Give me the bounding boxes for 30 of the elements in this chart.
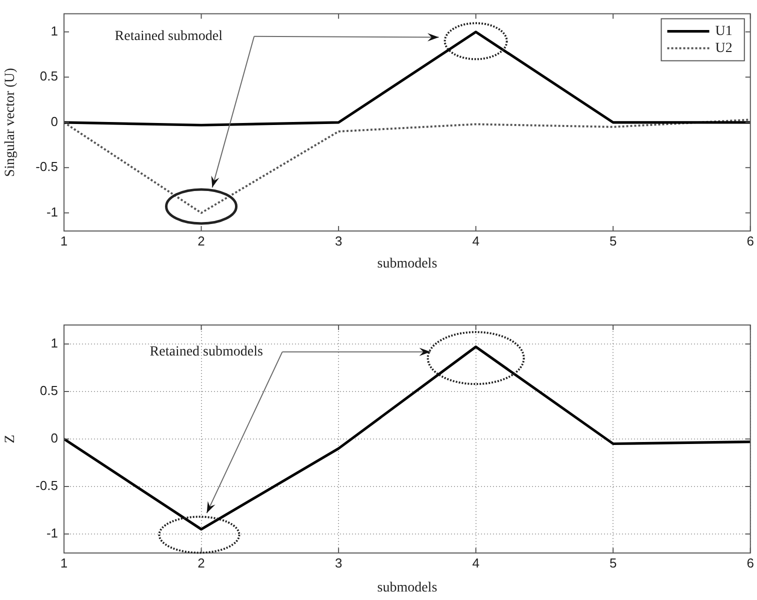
y-tick-label: 1 xyxy=(50,336,58,351)
y-tick-label: 1 xyxy=(50,23,58,38)
y-tick-label: 0 xyxy=(50,114,58,129)
x-tick-label: 6 xyxy=(746,555,754,570)
y-tick-label: 0.5 xyxy=(40,68,58,84)
x-tick-label: 4 xyxy=(472,233,480,248)
y-tick-label: -0.5 xyxy=(36,478,58,494)
y-tick-label: 0 xyxy=(50,430,58,446)
x-axis-title: submodels xyxy=(377,256,438,272)
x-tick-label: 2 xyxy=(198,233,205,248)
x-tick-label: 5 xyxy=(609,233,617,248)
x-tick-label: 1 xyxy=(60,555,68,570)
y-axis-title: Singular vector (U) xyxy=(3,68,18,177)
legend-label: U1 xyxy=(715,24,732,39)
annotation: Retained submodels xyxy=(150,344,263,360)
annotation: Retained submodel xyxy=(114,29,223,44)
y-tick-label: 0.5 xyxy=(40,383,58,398)
y-axis-title: Z xyxy=(3,434,18,444)
x-tick-label: 5 xyxy=(609,555,617,570)
x-tick-label: 2 xyxy=(198,555,205,570)
y-tick-label: -1 xyxy=(46,204,58,220)
x-axis-title: submodels xyxy=(377,580,438,596)
y-tick-label: -0.5 xyxy=(36,159,58,174)
x-tick-label: 3 xyxy=(334,555,342,570)
y-tick-label: -1 xyxy=(46,526,58,541)
x-tick-label: 1 xyxy=(60,233,68,248)
x-tick-label: 4 xyxy=(472,555,480,570)
legend-label: U2 xyxy=(715,40,732,56)
x-tick-label: 3 xyxy=(334,233,342,248)
x-tick-label: 6 xyxy=(746,233,754,248)
